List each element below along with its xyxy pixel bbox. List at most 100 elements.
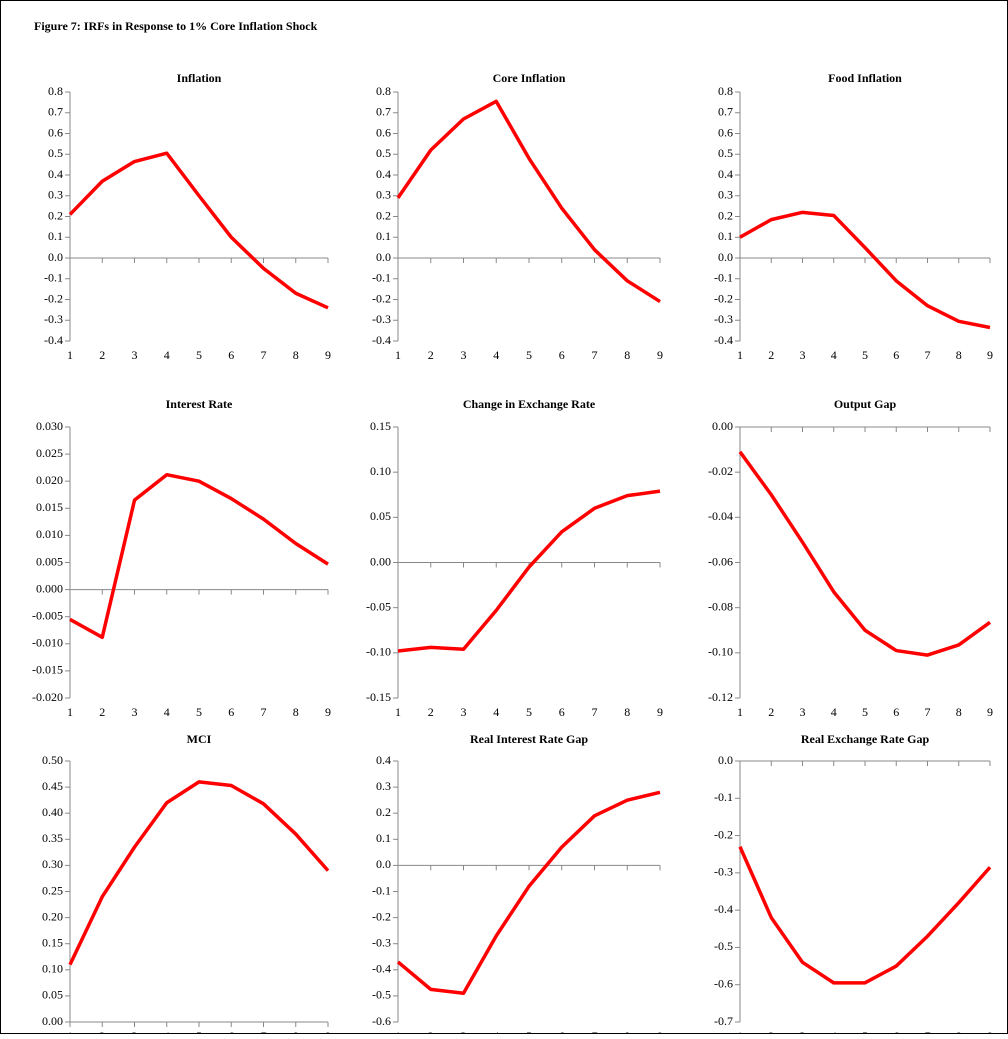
x-tick-label: 5 bbox=[526, 705, 532, 719]
chart-title: Real Interest Rate Gap bbox=[470, 732, 588, 746]
y-tick-label: 0.020 bbox=[36, 473, 63, 487]
y-tick-label: -0.2 bbox=[372, 909, 391, 923]
x-tick-label: 2 bbox=[768, 1029, 774, 1034]
y-tick-label: -0.020 bbox=[32, 690, 63, 704]
y-tick-label: 0.8 bbox=[718, 84, 733, 98]
x-tick-label: 9 bbox=[657, 348, 663, 362]
x-tick-label: 7 bbox=[925, 1029, 931, 1034]
x-tick-label: 3 bbox=[132, 348, 138, 362]
y-tick-label: -0.02 bbox=[708, 464, 733, 478]
y-tick-label: -0.3 bbox=[44, 312, 63, 326]
x-tick-label: 2 bbox=[428, 705, 434, 719]
y-tick-label: -0.3 bbox=[714, 312, 733, 326]
x-tick-label: 8 bbox=[293, 705, 299, 719]
x-tick-label: 5 bbox=[526, 348, 532, 362]
x-tick-label: 6 bbox=[228, 1029, 234, 1034]
x-tick-label: 2 bbox=[99, 1029, 105, 1034]
x-tick-label: 3 bbox=[461, 1029, 467, 1034]
y-tick-label: -0.4 bbox=[372, 962, 391, 976]
y-tick-label: -0.005 bbox=[32, 608, 63, 622]
x-tick-label: 9 bbox=[657, 1029, 663, 1034]
x-tick-label: 9 bbox=[987, 1029, 993, 1034]
x-tick-label: 7 bbox=[592, 348, 598, 362]
y-tick-label: 0.4 bbox=[718, 167, 733, 181]
x-tick-label: 3 bbox=[800, 705, 806, 719]
x-tick-label: 5 bbox=[196, 1029, 202, 1034]
y-tick-label: -0.1 bbox=[714, 271, 733, 285]
x-tick-label: 7 bbox=[261, 705, 267, 719]
y-tick-label: 0.0 bbox=[376, 857, 391, 871]
data-line bbox=[68, 151, 329, 310]
y-tick-label: 0.05 bbox=[370, 509, 391, 523]
x-tick-label: 8 bbox=[624, 1029, 630, 1034]
y-tick-label: 0.005 bbox=[36, 554, 63, 568]
y-tick-label: -0.10 bbox=[708, 645, 733, 659]
x-tick-label: 2 bbox=[428, 1029, 434, 1034]
y-tick-label: 0.35 bbox=[42, 831, 63, 845]
x-tick-label: 2 bbox=[768, 348, 774, 362]
y-tick-label: 0.0 bbox=[718, 250, 733, 264]
x-tick-label: 3 bbox=[461, 348, 467, 362]
y-tick-label: 0.6 bbox=[718, 125, 733, 139]
data-line bbox=[396, 790, 661, 996]
x-tick-label: 2 bbox=[768, 705, 774, 719]
x-tick-label: 4 bbox=[493, 348, 499, 362]
x-tick-label: 9 bbox=[987, 705, 993, 719]
y-tick-label: 0.2 bbox=[48, 208, 63, 222]
chart-title: MCI bbox=[187, 732, 212, 746]
chart-title: Change in Exchange Rate bbox=[463, 397, 596, 411]
data-line bbox=[396, 99, 661, 304]
y-tick-label: -0.12 bbox=[708, 690, 733, 704]
y-tick-label: 0.010 bbox=[36, 527, 63, 541]
y-tick-label: -0.08 bbox=[708, 599, 733, 613]
y-tick-label: 0.8 bbox=[48, 84, 63, 98]
y-tick-label: 0.50 bbox=[42, 753, 63, 767]
x-tick-label: 5 bbox=[196, 348, 202, 362]
x-tick-label: 4 bbox=[164, 705, 170, 719]
x-tick-label: 9 bbox=[325, 1029, 331, 1034]
y-tick-label: 0.2 bbox=[376, 805, 391, 819]
x-tick-label: 7 bbox=[592, 1029, 598, 1034]
y-tick-label: 0.4 bbox=[376, 753, 391, 767]
y-tick-label: -0.1 bbox=[44, 271, 63, 285]
data-line bbox=[739, 210, 991, 330]
y-tick-label: 0.4 bbox=[376, 167, 391, 181]
y-tick-label: 0.6 bbox=[376, 125, 391, 139]
y-tick-label: 0.1 bbox=[718, 229, 733, 243]
x-tick-label: 3 bbox=[132, 705, 138, 719]
x-tick-label: 8 bbox=[956, 348, 962, 362]
x-tick-label: 8 bbox=[624, 348, 630, 362]
y-tick-label: 0.00 bbox=[712, 419, 733, 433]
y-tick-label: -0.06 bbox=[708, 554, 733, 568]
data-line bbox=[397, 489, 661, 653]
x-tick-label: 1 bbox=[395, 348, 401, 362]
chart-title: Core Inflation bbox=[493, 71, 566, 85]
x-tick-label: 2 bbox=[428, 348, 434, 362]
y-tick-label: -0.4 bbox=[44, 333, 63, 347]
y-tick-label: 0.0 bbox=[718, 753, 733, 767]
x-tick-label: 6 bbox=[559, 705, 565, 719]
x-tick-label: 6 bbox=[893, 348, 899, 362]
y-tick-label: -0.10 bbox=[366, 645, 391, 659]
chart-title: Food Inflation bbox=[828, 71, 902, 85]
x-tick-label: 4 bbox=[164, 348, 170, 362]
y-tick-label: -0.3 bbox=[372, 312, 391, 326]
x-tick-label: 4 bbox=[164, 1029, 170, 1034]
y-tick-label: -0.05 bbox=[366, 599, 391, 613]
y-tick-label: -0.5 bbox=[714, 939, 733, 953]
data-line bbox=[738, 450, 992, 657]
y-tick-label: 0.3 bbox=[718, 188, 733, 202]
x-tick-label: 4 bbox=[493, 1029, 499, 1034]
chart-title: Interest Rate bbox=[166, 397, 233, 411]
x-tick-label: 6 bbox=[893, 705, 899, 719]
y-tick-label: 0.10 bbox=[42, 962, 63, 976]
x-tick-label: 6 bbox=[559, 1029, 565, 1034]
x-tick-label: 4 bbox=[831, 1029, 837, 1034]
y-tick-label: -0.6 bbox=[714, 976, 733, 990]
chart-title: Output Gap bbox=[834, 397, 897, 411]
x-tick-label: 4 bbox=[831, 348, 837, 362]
x-tick-label: 3 bbox=[461, 705, 467, 719]
